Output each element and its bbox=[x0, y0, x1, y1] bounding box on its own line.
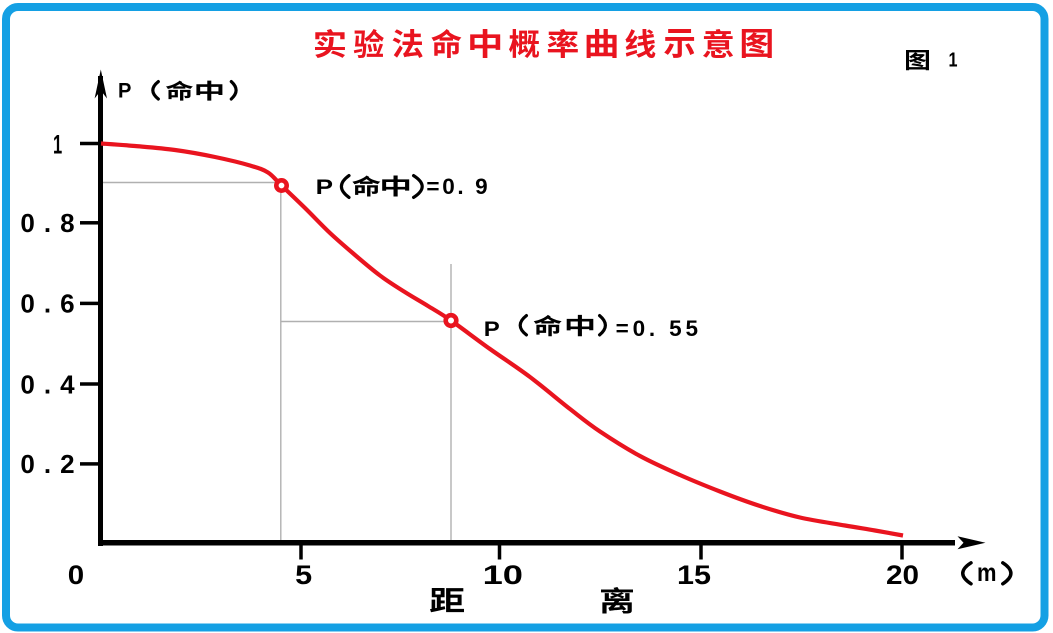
svg-text:1: 1 bbox=[53, 130, 62, 160]
svg-text:0.6: 0.6 bbox=[20, 289, 74, 319]
svg-text:0.8: 0.8 bbox=[20, 208, 74, 238]
svg-text:P: P bbox=[316, 175, 333, 199]
svg-text:20: 20 bbox=[886, 560, 919, 590]
svg-text:0.4: 0.4 bbox=[20, 369, 75, 399]
svg-text:5: 5 bbox=[295, 560, 312, 590]
svg-text:P: P bbox=[484, 317, 500, 341]
svg-text:m: m bbox=[977, 559, 997, 587]
svg-text:10: 10 bbox=[483, 560, 523, 590]
svg-text:=0. 9: =0. 9 bbox=[426, 174, 487, 199]
svg-text:0: 0 bbox=[68, 560, 84, 590]
svg-text:15: 15 bbox=[677, 560, 711, 590]
svg-text:1: 1 bbox=[949, 48, 958, 71]
svg-text:0.2: 0.2 bbox=[20, 449, 74, 479]
svg-text:P: P bbox=[118, 78, 131, 102]
